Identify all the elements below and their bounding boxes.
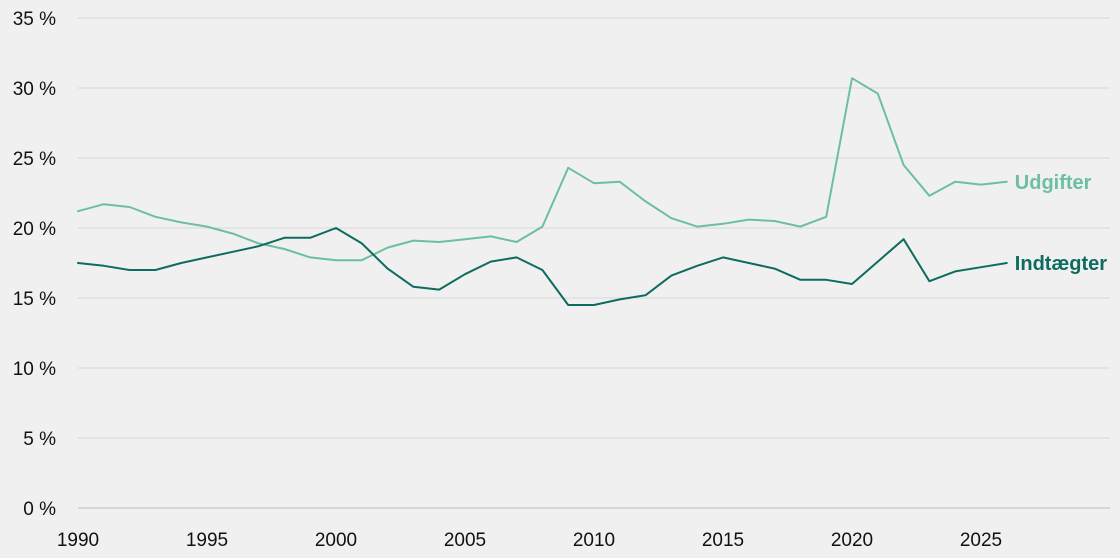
y-tick-label: 0 % — [23, 499, 56, 520]
x-tick-label: 1995 — [186, 530, 228, 551]
x-tick-label: 2000 — [315, 530, 357, 551]
y-axis-tick-labels: 0 % 5 % 10 % 15 % 20 % 25 % 30 % 35 % — [13, 9, 56, 520]
y-tick-label: 25 % — [13, 149, 56, 170]
x-tick-label: 1990 — [57, 530, 99, 551]
y-tick-label: 30 % — [13, 79, 56, 100]
series-label-1: Indtægter — [1015, 253, 1107, 275]
y-tick-label: 5 % — [23, 429, 56, 450]
x-tick-label: 2005 — [444, 530, 486, 551]
y-tick-label: 10 % — [13, 359, 56, 380]
series-label-0: Udgifter — [1015, 172, 1092, 194]
x-tick-label: 2025 — [960, 530, 1002, 551]
series-lines — [77, 77, 1008, 306]
y-tick-label: 35 % — [13, 9, 56, 30]
gridlines — [78, 17, 1110, 509]
x-tick-label: 2015 — [702, 530, 744, 551]
x-tick-label: 2020 — [831, 530, 873, 551]
series-end-labels: Udgifter Indtægter — [1015, 172, 1107, 275]
x-tick-label: 2010 — [573, 530, 615, 551]
y-tick-label: 20 % — [13, 219, 56, 240]
series-line-1 — [77, 227, 1008, 306]
y-tick-label: 15 % — [13, 289, 56, 310]
series-line-0 — [77, 77, 1008, 262]
x-axis-tick-labels: 1990 1995 2000 2005 2010 2015 2020 2025 — [57, 530, 1002, 551]
